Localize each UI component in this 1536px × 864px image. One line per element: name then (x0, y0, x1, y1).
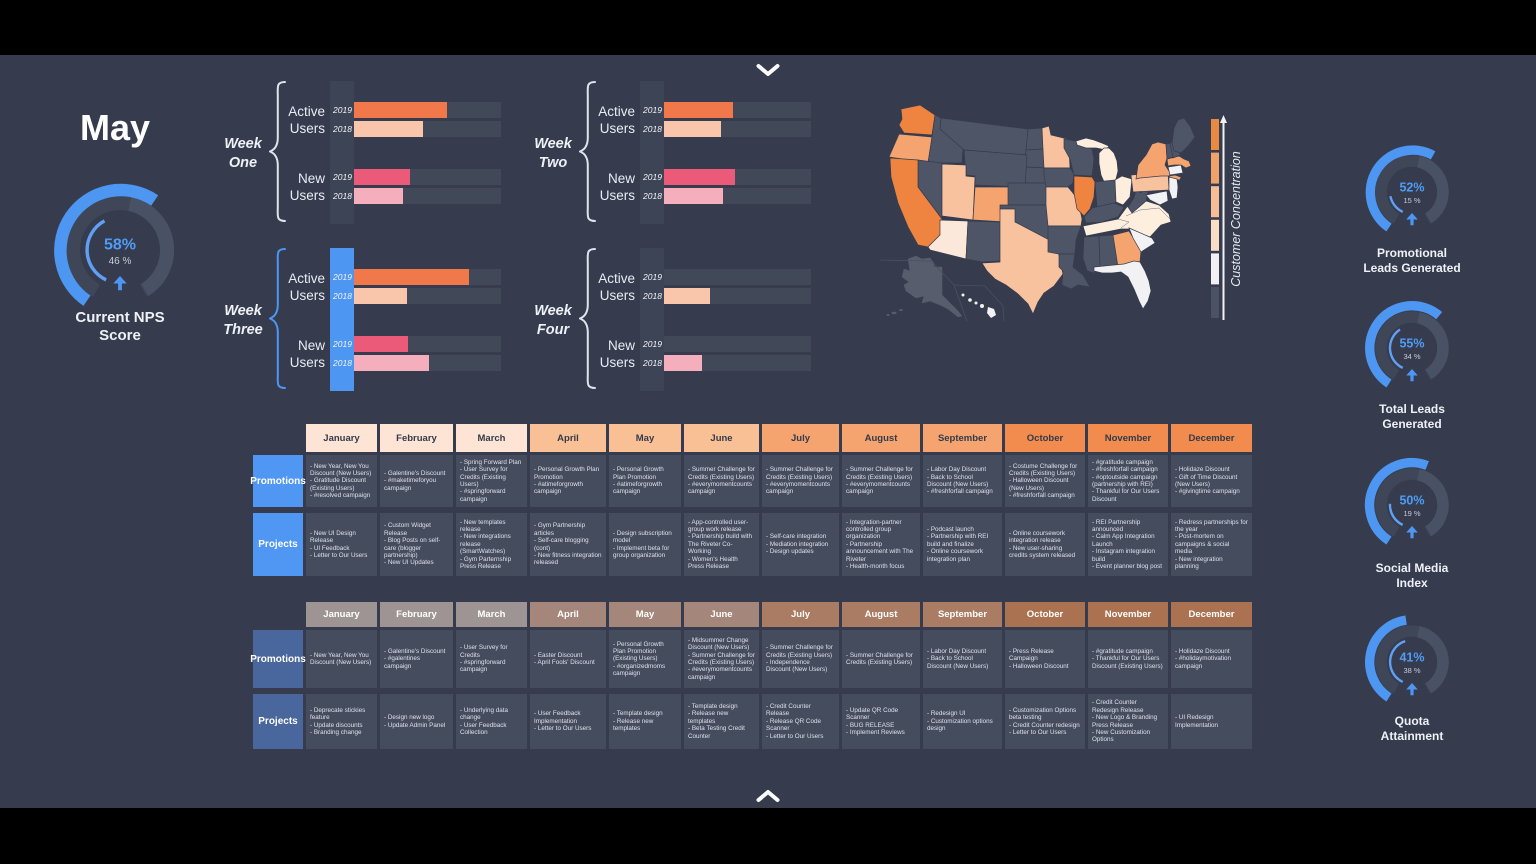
svg-text:34 %: 34 % (1403, 352, 1420, 361)
svg-text:52%: 52% (1399, 181, 1424, 195)
svg-text:38 %: 38 % (1403, 666, 1420, 675)
svg-text:41%: 41% (1399, 651, 1424, 665)
svg-text:19 %: 19 % (1403, 509, 1420, 518)
svg-text:46 %: 46 % (109, 256, 132, 267)
svg-text:50%: 50% (1399, 494, 1424, 508)
svg-text:15 %: 15 % (1403, 196, 1420, 205)
svg-text:55%: 55% (1399, 337, 1424, 351)
svg-text:Customer Concentration: Customer Concentration (1229, 151, 1243, 287)
svg-text:58%: 58% (104, 237, 136, 254)
